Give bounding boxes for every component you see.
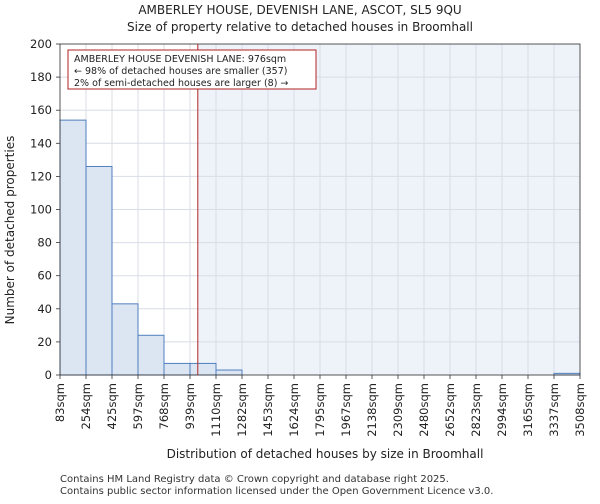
y-tick-label: 60 [37,269,52,283]
bar-768sqm [163,362,191,376]
x-tick-label-2480sqm: 2480sqm [417,383,431,437]
x-tick-label-3508sqm: 3508sqm [573,383,587,437]
bar-939sqm [189,362,217,376]
x-tick-label-2994sqm: 2994sqm [495,383,509,437]
x-tick-label-2652sqm: 2652sqm [443,383,457,437]
x-axis-label: Distribution of detached houses by size … [167,447,484,461]
annotation-line-3: 2% of semi-detached houses are larger (8… [74,78,288,89]
x-tick-label-1282sqm: 1282sqm [235,383,249,437]
x-tick-label-2309sqm: 2309sqm [391,383,405,437]
x-tick-label-3337sqm: 3337sqm [547,383,561,437]
x-tick-label-3165sqm: 3165sqm [521,383,535,437]
chart-title: AMBERLEY HOUSE, DEVENISH LANE, ASCOT, SL… [138,3,461,17]
x-tick-label-2823sqm: 2823sqm [469,383,483,437]
x-tick-label-1453sqm: 1453sqm [261,383,275,437]
x-tick-label-939sqm: 939sqm [183,383,197,429]
bar-254sqm [85,165,113,376]
y-tick-label: 80 [37,236,52,250]
x-tick-label-1967sqm: 1967sqm [339,383,353,437]
x-axis-ticks: 83sqm 254sqm 425sqm 597sqm 768sqm 939sqm 1110s… [53,375,587,437]
x-tick-label-254sqm: 254sqm [79,383,93,429]
footer-line-1: Contains HM Land Registry data © Crown c… [60,474,449,485]
x-tick-label-1110sqm: 1110sqm [209,383,223,437]
bar-597sqm [137,334,165,376]
y-tick-label: 180 [30,70,52,84]
footer-line-2: Contains public sector information licen… [60,486,493,497]
y-tick-label: 40 [37,302,52,316]
annotation-frame [67,49,317,90]
bar-425sqm [111,303,139,376]
y-tick-label: 160 [30,103,52,117]
y-tick-label: 120 [30,169,52,183]
bar-83sqm [59,119,87,376]
y-axis-label: Number of detached properties [3,136,17,325]
annotation-box: AMBERLEY HOUSE DEVENISH LANE: 976sqm ← 9… [67,49,317,90]
bars [59,119,581,376]
x-tick-label-597sqm: 597sqm [131,383,145,429]
annotation-line-1: AMBERLEY HOUSE DEVENISH LANE: 976sqm [74,54,286,65]
y-axis-ticks: 0 20 40 60 80 100 120 140 160 180 200 [30,37,60,382]
x-tick-label-83sqm: 83sqm [53,383,67,422]
chart-subtitle: Size of property relative to detached ho… [127,20,473,34]
x-tick-label-1624sqm: 1624sqm [287,383,301,437]
y-tick-label: 100 [30,203,52,217]
y-tick-label: 140 [30,136,52,150]
y-tick-label: 20 [37,335,52,349]
bar-1110sqm [215,369,243,376]
annotation-line-2: ← 98% of detached houses are smaller (35… [74,66,287,77]
x-tick-label-768sqm: 768sqm [157,383,171,429]
x-tick-label-1795sqm: 1795sqm [313,383,327,437]
x-tick-label-2138sqm: 2138sqm [365,383,379,437]
x-tick-label-425sqm: 425sqm [105,383,119,429]
y-tick-label: 0 [45,368,52,382]
y-tick-label: 200 [30,37,52,51]
